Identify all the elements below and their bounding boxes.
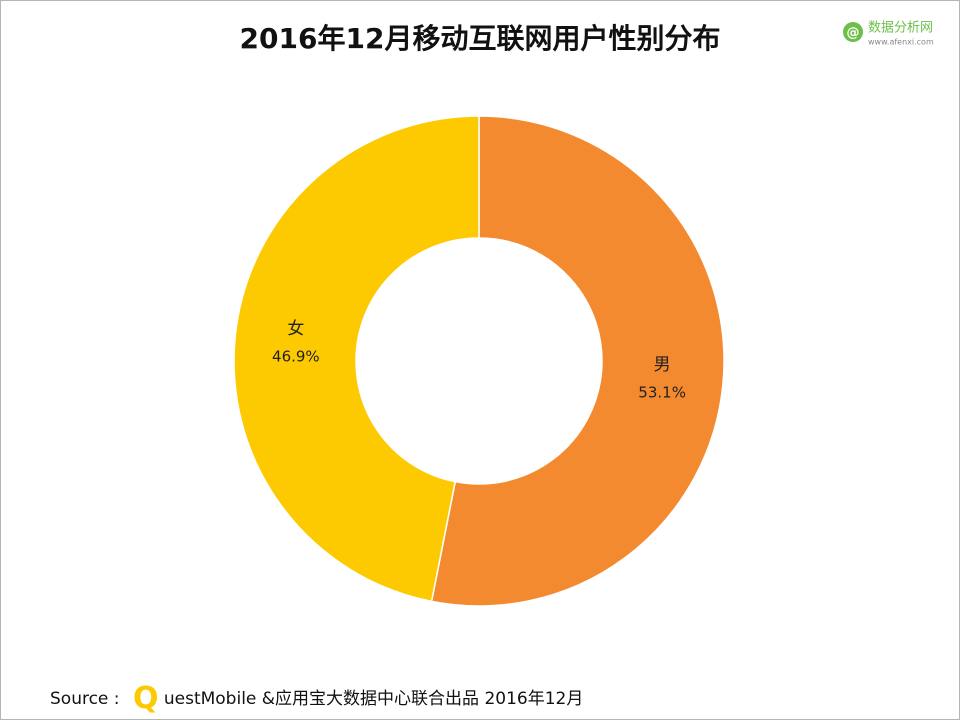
logo-icon: [843, 22, 863, 42]
source-brand-rest: uestMobile: [164, 689, 257, 709]
logo-url: www.afenxi.com: [868, 38, 934, 47]
donut-slice: [233, 115, 480, 603]
slice-category-label: 男: [654, 355, 671, 375]
slice-value-label: 46.9%: [272, 348, 320, 366]
source-text: &应用宝大数据中心联合出品 2016年12月: [262, 689, 584, 709]
source-brand-initial: Q: [133, 681, 159, 716]
logo-icon-glyph: @: [847, 26, 860, 41]
donut-slice: [430, 115, 725, 607]
logo-name: 数据分析网: [868, 21, 933, 36]
source-prefix: Source :: [50, 689, 120, 709]
chart-title: 2016年12月移动互联网用户性别分布: [240, 22, 721, 55]
slice-category-label: 女: [287, 319, 304, 339]
donut: 男 53.1% 女 46.9%: [233, 115, 725, 607]
slice-value-label: 53.1%: [638, 383, 686, 401]
source: Source : Q uestMobile &应用宝大数据中心联合出品 2016…: [50, 681, 583, 716]
